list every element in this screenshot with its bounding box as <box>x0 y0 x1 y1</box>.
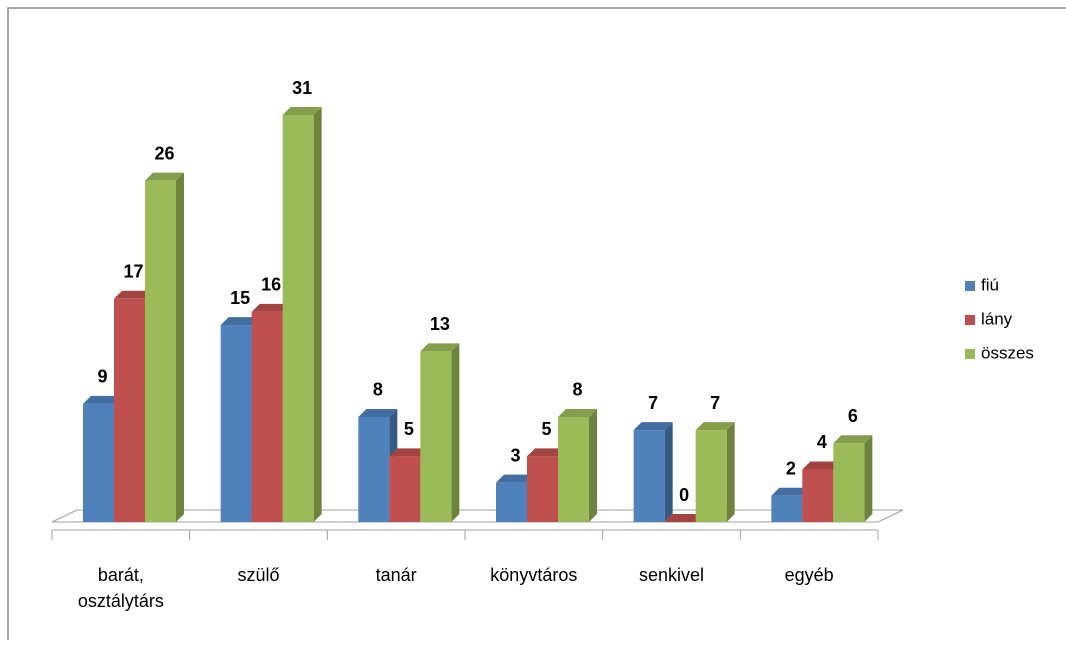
bar <box>420 351 452 522</box>
value-label: 8 <box>572 380 582 400</box>
value-label: 8 <box>373 380 383 400</box>
bar-top <box>496 474 535 483</box>
bar <box>527 456 558 522</box>
bar <box>358 416 390 522</box>
bar-top <box>83 395 122 404</box>
legend-label: fiú <box>981 275 999 294</box>
bar <box>558 416 589 522</box>
bar-top <box>358 408 398 417</box>
bar-top <box>695 422 735 431</box>
value-label: 15 <box>230 288 250 308</box>
value-label: 26 <box>154 143 174 163</box>
bar-top <box>802 461 842 470</box>
value-label: 31 <box>292 78 312 98</box>
legend-swatch <box>965 315 975 325</box>
value-label: 16 <box>261 275 281 295</box>
bar <box>389 456 421 522</box>
bar-side <box>664 422 673 522</box>
value-label: 7 <box>648 393 658 413</box>
bar <box>251 311 283 522</box>
bar <box>496 482 527 522</box>
value-label: 4 <box>817 432 827 452</box>
bar-top <box>145 172 184 181</box>
floor <box>51 509 904 523</box>
legend-label: lány <box>981 309 1013 328</box>
value-label: 2 <box>786 458 796 478</box>
bar <box>114 298 145 522</box>
bar-side <box>864 435 873 522</box>
value-label: 0 <box>679 485 689 505</box>
legend-label: összes <box>981 343 1034 362</box>
bar-side <box>451 343 460 522</box>
x-tick-label: könyvtáros <box>490 565 578 585</box>
value-label: 9 <box>97 367 107 387</box>
bar-top <box>220 317 260 326</box>
frame <box>7 7 1066 640</box>
bar-side <box>176 172 184 523</box>
bar <box>220 325 252 522</box>
bar <box>145 180 176 523</box>
bar-top <box>664 514 704 522</box>
value-label: 7 <box>710 393 720 413</box>
value-label: 5 <box>541 419 551 439</box>
legend-swatch <box>965 349 975 359</box>
value-label: 5 <box>404 419 414 439</box>
bar-top <box>633 422 673 431</box>
bar <box>802 469 834 522</box>
bar-top <box>420 343 460 352</box>
x-tick-label: egyéb <box>784 565 834 585</box>
legend-swatch <box>965 281 975 291</box>
x-tick-label: senkivel <box>638 565 705 585</box>
value-label: 17 <box>123 262 143 282</box>
x-tick-label: tanár <box>375 565 417 585</box>
bar <box>771 495 803 522</box>
value-label: 13 <box>430 314 450 334</box>
bar-top <box>558 408 597 417</box>
bar-top <box>114 290 153 299</box>
bar-side <box>726 422 735 522</box>
value-label: 3 <box>510 445 520 465</box>
bar-side <box>589 408 597 522</box>
bar-top <box>389 448 429 457</box>
bar <box>695 430 727 522</box>
bar <box>83 403 114 522</box>
bar <box>833 443 865 522</box>
bar-side <box>313 107 322 522</box>
bar-top <box>251 303 291 312</box>
bar-top <box>527 448 566 457</box>
x-tick-label: szülő <box>237 565 280 585</box>
bar-top <box>282 107 322 115</box>
value-label: 6 <box>848 406 858 426</box>
x-tick-label: barát, osztálytárs <box>77 565 164 611</box>
bar <box>282 115 314 522</box>
bar-top <box>771 487 811 496</box>
bar-top <box>833 435 873 444</box>
bar <box>633 430 665 522</box>
